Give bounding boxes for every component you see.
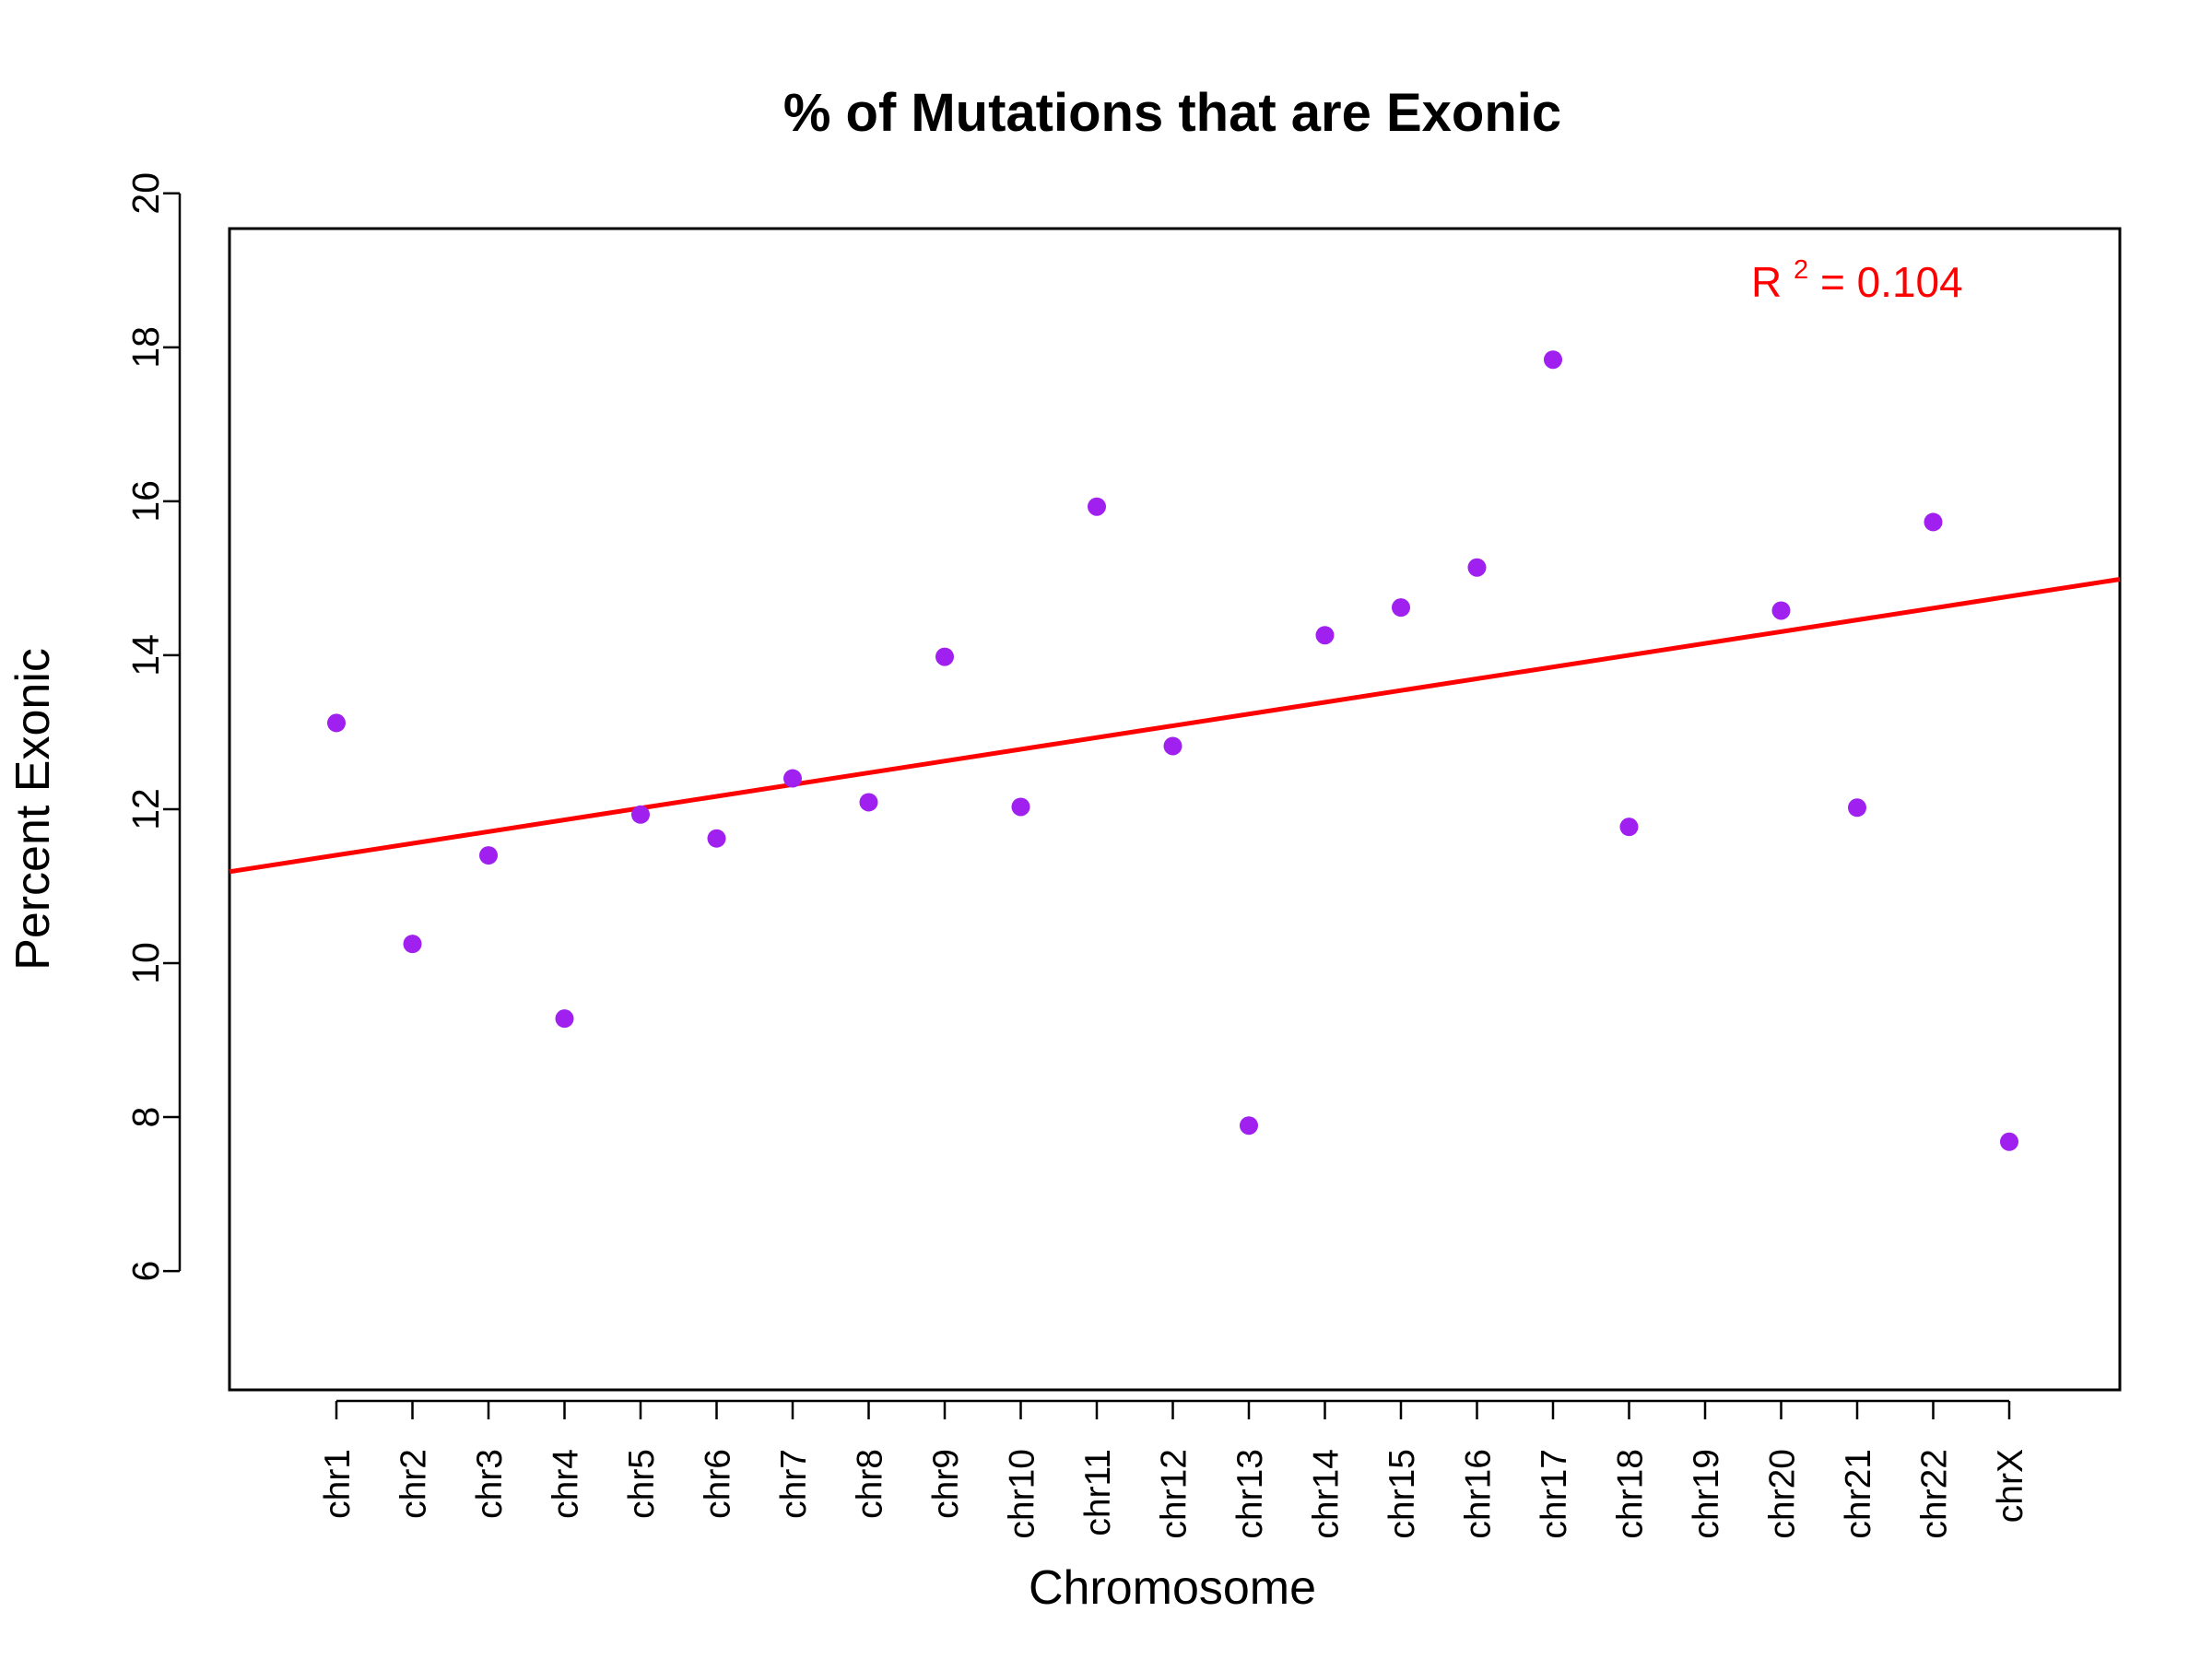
x-tick-label: chr16 (1459, 1449, 1499, 1539)
y-tick-label: 6 (124, 1261, 167, 1282)
data-point (707, 829, 726, 848)
chart-title: % of Mutations that are Exonic (783, 83, 1561, 143)
r2-symbol: R (1751, 258, 1782, 306)
data-point (1088, 497, 1106, 516)
data-point (1467, 558, 1487, 577)
data-point (631, 805, 650, 824)
x-tick-label: chr15 (1382, 1449, 1422, 1539)
x-tick-label: chr8 (851, 1449, 890, 1519)
x-tick-label: chr17 (1535, 1449, 1574, 1539)
data-point (555, 1009, 574, 1029)
x-tick-label: chr9 (926, 1449, 966, 1519)
x-tick-label: chr21 (1839, 1449, 1878, 1539)
x-tick-label: chr2 (394, 1449, 434, 1519)
data-point (1848, 798, 1866, 818)
y-tick-label: 16 (124, 480, 167, 523)
data-point (1544, 350, 1562, 370)
y-tick-label: 10 (124, 942, 167, 984)
r2-superscript: 2 (1794, 255, 1808, 285)
y-axis: 6 8 10 12 14 16 18 20 (124, 172, 182, 1282)
data-point (1619, 818, 1639, 837)
data-point (935, 647, 954, 666)
x-tick-label: chr20 (1763, 1449, 1803, 1539)
data-point (1163, 736, 1182, 756)
y-tick-label: 14 (124, 634, 167, 677)
x-tick-label: chr19 (1687, 1449, 1726, 1539)
x-tick-label: chr14 (1307, 1449, 1347, 1539)
data-point (1240, 1116, 1258, 1135)
x-tick-label: chr6 (699, 1449, 738, 1519)
data-point (327, 713, 346, 733)
y-axis-title: Percent Exonic (6, 648, 60, 971)
x-tick-label: chr7 (774, 1449, 814, 1519)
x-tick-label: chr18 (1611, 1449, 1651, 1539)
x-tick-label: chr11 (1078, 1449, 1118, 1536)
data-point (1315, 626, 1335, 645)
regression-line (229, 577, 2121, 875)
x-axis: chr1 chr2 chr3 chr4 chr5 chr6 chr7 chr8 chr9 chr1… (318, 1399, 2030, 1539)
y-tick-label: 20 (124, 172, 167, 215)
x-tick-label: chrX (1991, 1449, 2030, 1523)
x-tick-label: chr1 (318, 1449, 358, 1519)
x-tick-label: chr12 (1155, 1449, 1194, 1539)
data-point (783, 769, 802, 788)
r2-value: = 0.104 (1820, 258, 1963, 306)
x-tick-label: chr10 (1003, 1449, 1042, 1539)
data-point (1771, 601, 1791, 620)
y-tick-label: 12 (124, 788, 167, 830)
x-tick-label: chr3 (470, 1449, 510, 1519)
data-point (1924, 512, 1943, 532)
data-point (479, 846, 498, 865)
data-point (859, 793, 878, 812)
regression-layer (229, 577, 2121, 875)
data-point (403, 935, 422, 954)
x-axis-title: Chromosome (1029, 1561, 1316, 1615)
data-point (1392, 598, 1410, 618)
x-tick-label: chr22 (1915, 1449, 1955, 1539)
y-tick-label: 18 (124, 326, 167, 369)
plot-frame (228, 227, 2122, 1392)
y-tick-label: 8 (124, 1107, 167, 1128)
x-tick-label: chr5 (622, 1449, 662, 1519)
x-tick-label: chr13 (1230, 1449, 1270, 1539)
data-point (2000, 1132, 2018, 1151)
points-layer (327, 350, 2018, 1151)
x-tick-label: chr4 (547, 1449, 586, 1519)
data-point (1011, 797, 1030, 817)
r-squared-annotation: R 2 = 0.104 (1751, 240, 1963, 306)
